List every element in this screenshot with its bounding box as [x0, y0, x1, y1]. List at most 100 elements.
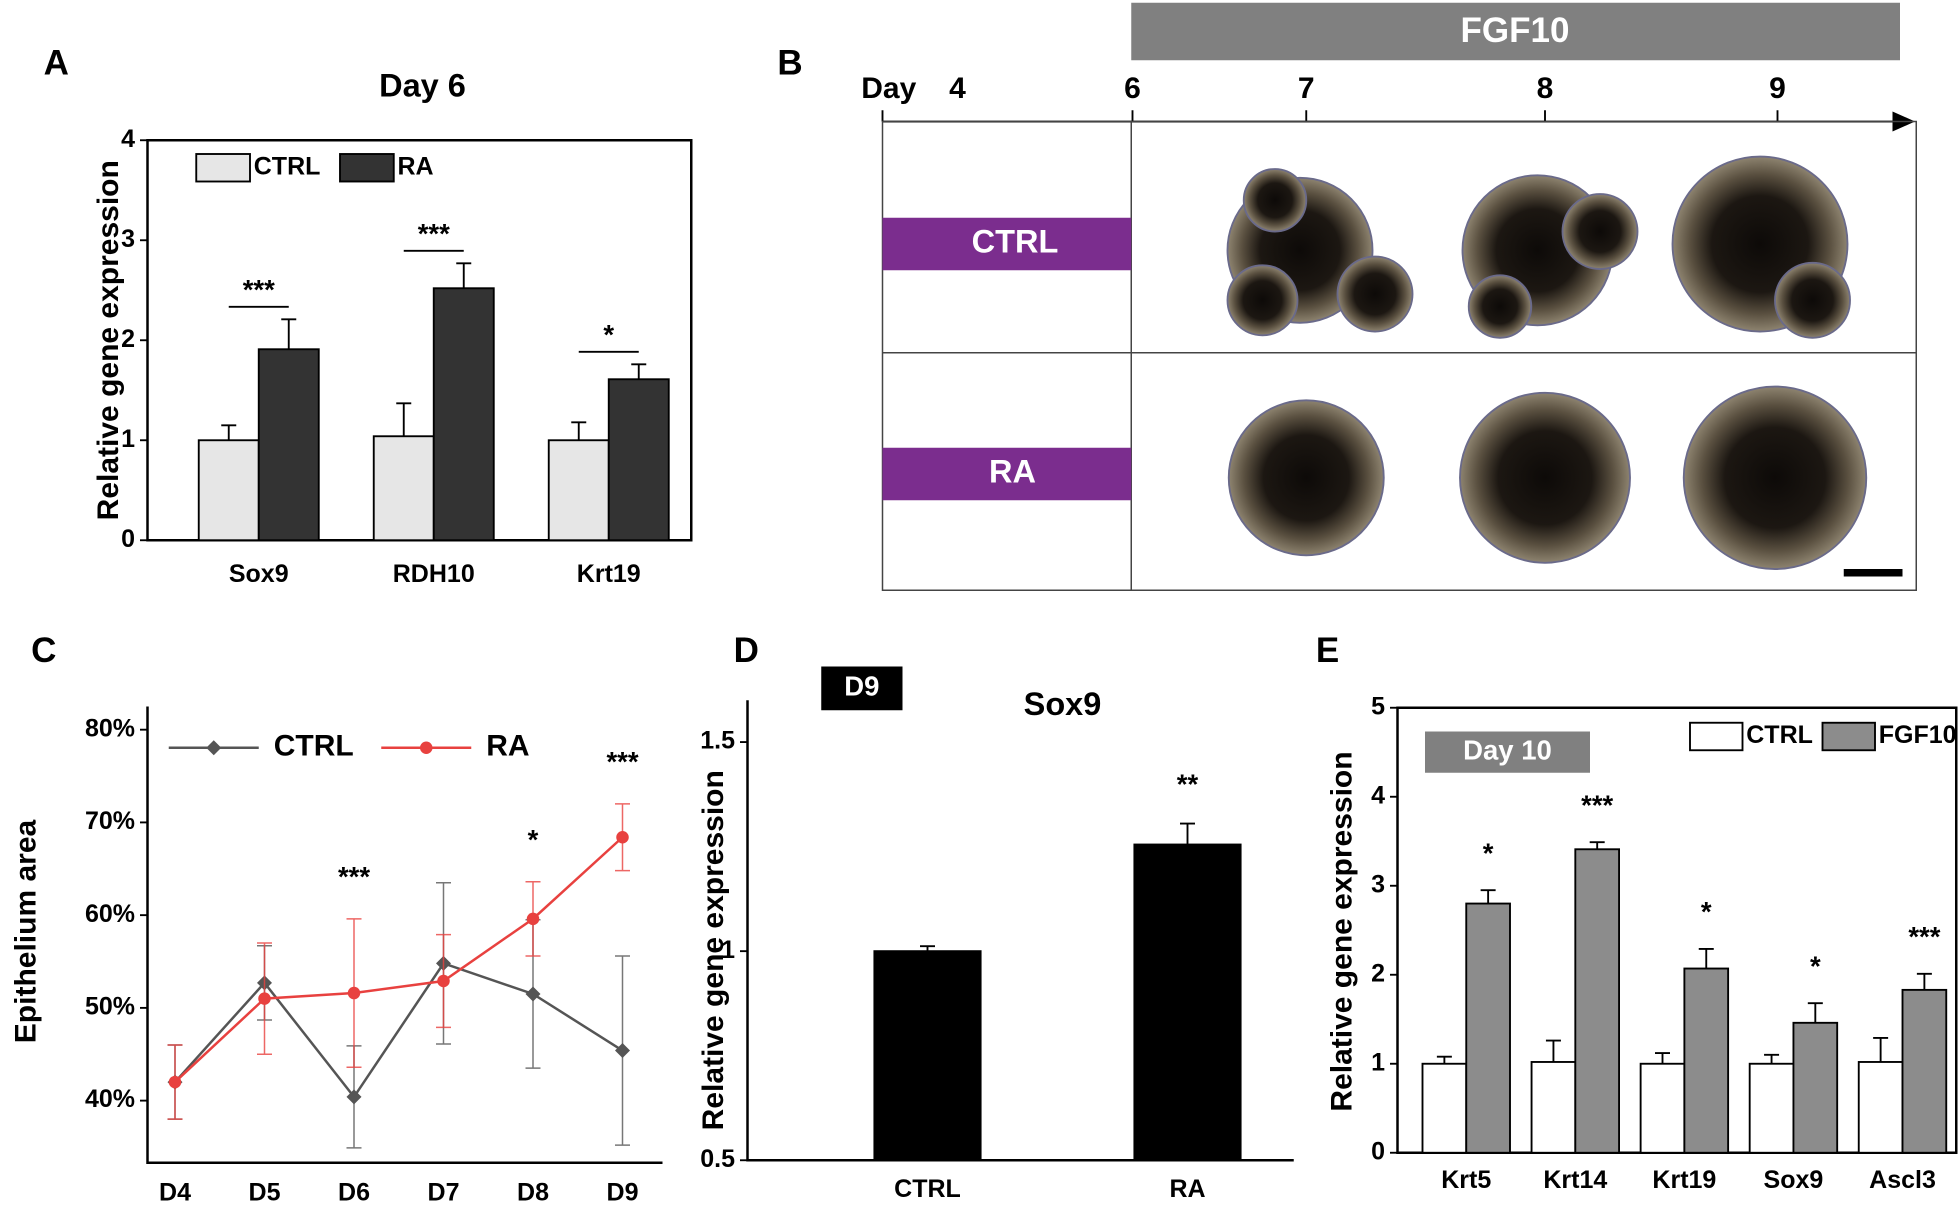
treatment-label: FGF10: [1461, 11, 1570, 50]
bar: [1421, 1062, 1468, 1154]
error-bar: [396, 402, 412, 437]
bar: [607, 378, 670, 542]
error-bar: [1589, 841, 1605, 850]
annotation: ***: [338, 861, 370, 892]
legend-swatch: [339, 153, 395, 183]
legend-label: FGF10: [1879, 721, 1957, 749]
treatment-bar: [1131, 2, 1900, 61]
error-bar: [221, 424, 237, 441]
y-axis-label: Relative gene expression: [1326, 751, 1359, 1111]
error-bar: [1764, 1053, 1780, 1064]
annotation: ***: [418, 218, 450, 249]
day-label: Day: [861, 72, 916, 105]
annotation: ***: [243, 274, 275, 305]
axes: [146, 706, 663, 1164]
legend-label: CTRL: [274, 730, 354, 763]
x-tick-label: D7: [428, 1179, 460, 1207]
annotation: *: [603, 319, 614, 350]
x-tick-label: Krt14: [1543, 1166, 1607, 1194]
y-tick-label: 0.5: [700, 1145, 735, 1173]
chart-title: Day 6: [379, 67, 466, 103]
x-tick-label: D5: [249, 1179, 281, 1207]
image-frame: [881, 120, 1917, 591]
y-tick-label: 2: [121, 325, 135, 353]
bar: [197, 439, 260, 542]
marker: [206, 740, 222, 756]
error-bar: [281, 318, 297, 350]
error-bar: [1180, 822, 1195, 845]
y-tick-label: 3: [121, 225, 135, 253]
bar: [1133, 843, 1242, 1162]
error-bar: [1480, 889, 1496, 904]
y-tick-label: 60%: [85, 900, 135, 928]
tag-box: [1425, 731, 1590, 773]
marker: [616, 831, 629, 844]
marker: [525, 986, 541, 1002]
row-label: CTRL: [972, 224, 1059, 260]
x-tick-label: D4: [159, 1179, 191, 1207]
panel-letter: C: [31, 631, 56, 670]
legend-swatch: [1689, 721, 1744, 752]
tag-box: [821, 666, 903, 711]
axes: [746, 700, 1294, 1162]
y-tick-label: 1: [121, 425, 135, 453]
panel-letter: D: [734, 631, 759, 670]
tag: D9: [844, 671, 879, 702]
x-tick-label: Sox9: [1764, 1166, 1824, 1194]
bar: [1901, 988, 1948, 1154]
error-bar: [456, 262, 472, 289]
y-tick-label: 50%: [85, 992, 135, 1020]
day: 9: [1769, 72, 1786, 105]
line: [174, 836, 624, 1083]
y-axis-label: Relative gene expression: [92, 160, 125, 520]
y-tick-label: 4: [121, 125, 135, 153]
y-tick-label: 0: [1371, 1137, 1385, 1165]
annotation: *: [1483, 837, 1494, 868]
bar: [547, 439, 610, 542]
day: 4: [949, 72, 966, 105]
marker: [347, 986, 361, 1000]
error-bar: [920, 945, 935, 952]
y-tick-label: 4: [1371, 781, 1385, 809]
marker: [615, 1043, 630, 1059]
legend-swatch: [1821, 721, 1876, 752]
y-tick-label: 1: [721, 936, 735, 964]
bar: [1574, 848, 1620, 1154]
panel-letter: B: [777, 44, 802, 83]
marker: [346, 1089, 362, 1105]
axes: [146, 139, 693, 542]
row-label-box: [882, 447, 1132, 501]
panel-letter: E: [1316, 631, 1339, 670]
x-tick-label: RDH10: [393, 560, 475, 588]
annotation: *: [528, 824, 539, 855]
bar: [1683, 967, 1730, 1154]
annotation: **: [1177, 768, 1199, 799]
x-tick-label: Krt19: [1652, 1166, 1716, 1194]
legend-label: RA: [398, 152, 434, 180]
error-bar: [1545, 1039, 1561, 1062]
error-bar: [1807, 1002, 1823, 1023]
marker: [420, 741, 433, 754]
error-bar: [1655, 1052, 1670, 1064]
y-tick-label: 2: [1371, 959, 1385, 987]
annotation: ***: [1908, 921, 1940, 952]
bar: [1465, 902, 1511, 1154]
organoids-ctrl: [1226, 155, 1851, 339]
day: 8: [1537, 72, 1554, 105]
row-label: RA: [989, 454, 1036, 490]
bar: [1792, 1021, 1839, 1154]
y-axis-label: Relative gene expression: [697, 770, 730, 1130]
bar: [257, 348, 320, 542]
chart-title: Sox9: [1024, 686, 1102, 722]
y-tick-label: 1: [1371, 1048, 1385, 1076]
x-tick-label: Krt5: [1441, 1166, 1491, 1194]
bar: [873, 950, 982, 1162]
scale-bar: [1843, 569, 1903, 577]
image-grid: [882, 121, 1917, 591]
legend-label: CTRL: [254, 152, 321, 180]
annotation: *: [1701, 896, 1712, 927]
x-tick-label: Ascl3: [1869, 1166, 1936, 1194]
x-tick-label: D8: [517, 1179, 549, 1207]
organoids-ra: [1227, 385, 1868, 570]
y-tick-label: 3: [1371, 870, 1385, 898]
